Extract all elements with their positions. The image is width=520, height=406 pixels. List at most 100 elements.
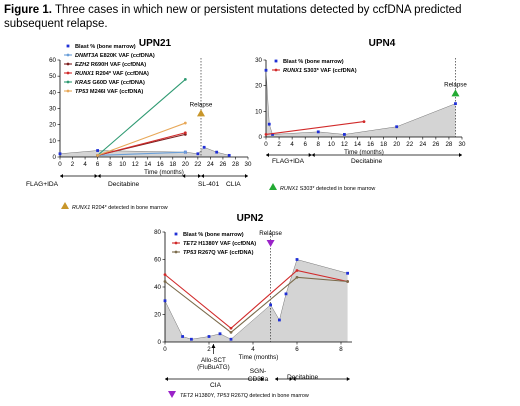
panel-upn2-series-point: [163, 280, 167, 283]
panel-upn4-legend-label: RUNX1 S303* VAF (ccfDNA): [283, 68, 357, 74]
panel-upn21-series-line: [97, 132, 186, 156]
panel-upn2-series-point: [295, 269, 299, 272]
panel-upn2-allo-sct-label: Allo-SCT: [201, 357, 226, 364]
panel-upn2-blast-point: [181, 335, 184, 338]
panel-upn21-legend-label: DNMT3A E820K VAF (ccfDNA): [75, 53, 155, 59]
panel-upn4-title: UPN4: [369, 38, 396, 49]
panel-upn4-y-tick-label: 20: [255, 83, 262, 90]
panel-upn2-series-line: [164, 276, 348, 334]
panel-upn2-blast-point: [163, 299, 167, 303]
panel-upn2-x-tick-label: 6: [295, 346, 299, 353]
panel-upn21-series-point: [183, 131, 187, 135]
panel-upn2-x-tick-label: 2: [207, 346, 211, 353]
panel-upn4-blast-point: [395, 125, 399, 129]
panel-upn21-x-tick-label: 0: [58, 161, 62, 168]
panel-upn21-legend-label: EZH2 R690H VAF (ccfDNA): [75, 62, 146, 68]
panel-upn4-x-tick-label: 12: [341, 141, 348, 148]
panel-upn2-treatment-label-2: CD33a: [248, 376, 269, 383]
panel-upn21-legend-marker: [66, 62, 70, 66]
panel-upn4-y-tick-label: 30: [255, 57, 262, 64]
panel-upn21-series-line: [97, 78, 186, 156]
panel-upn21-legend-label: RUNX1 R204* VAF (ccfDNA): [75, 71, 149, 77]
panel-upn21-series-point: [183, 121, 187, 125]
panel-upn2-treatment-arrow-right: [346, 377, 350, 381]
panel-upn2-relapse-label: Relapse: [259, 230, 282, 237]
panel-upn4-y-tick-label: 0: [259, 134, 263, 141]
figure-caption: Figure 1. Three cases in which new or pe…: [4, 3, 516, 31]
panel-upn2-blast-point: [346, 271, 349, 275]
panel-upn21-legend-marker: [66, 71, 70, 75]
panel-upn21-x-axis-label: Time (months): [144, 169, 184, 176]
panel-upn21-blast-point: [96, 149, 99, 152]
panel-upn21-x-tick-label: 10: [119, 161, 126, 168]
panel-upn21-x-tick-label: 24: [207, 161, 214, 168]
panel-upn2-blast-point: [269, 303, 272, 307]
panel-upn4-legend-label: Blast % (bone marrow): [283, 59, 344, 65]
panel-upn4-x-tick-label: 2: [277, 141, 281, 148]
panel-upn21-x-tick-label: 16: [157, 161, 164, 168]
panel-upn2-treatment-arrow-left: [275, 377, 278, 381]
panel-upn2-x-tick-label: 8: [339, 346, 343, 353]
panel-upn2-legend-label: TP53 R267Q VAF (ccfDNA): [183, 250, 254, 256]
panel-upn21-series-point: [183, 150, 187, 154]
panel-upn2-allo-sct-arrowhead: [211, 344, 216, 348]
panel-upn21-x-tick-label: 26: [219, 161, 226, 168]
panel-upn4-treatment-label: Decitabine: [351, 158, 382, 165]
panel-upn4-footnote: RUNX1 S303* detected in bone marrow: [280, 186, 375, 192]
panel-upn21-x-tick-label: 4: [83, 161, 87, 168]
panel-upn21-y-tick-label: 40: [49, 89, 56, 96]
panel-upn2-series-point: [163, 273, 167, 277]
panel-upn4-blast-point: [267, 122, 271, 126]
panel-upn2-legend-label: Blast % (bone marrow): [183, 232, 244, 238]
panel-upn2-treatment-arrow-left: [292, 377, 296, 381]
panel-upn21-legend-label: TP53 M246I VAF (ccfDNA): [75, 89, 143, 95]
panel-upn2-legend-marker: [174, 232, 178, 236]
panel-upn21-legend-label: Blast % (bone marrow): [75, 44, 136, 50]
panel-upn4-treatment-arrow-left: [266, 153, 269, 157]
panel-upn4-x-tick-label: 4: [290, 141, 294, 148]
panel-upn21-treatment-arrow-right: [94, 174, 98, 178]
panel-upn21-treatment-label: FLAG+IDA: [26, 181, 59, 188]
panel-upn4-treatment-arrow-left: [311, 153, 315, 157]
panel-upn21-treatment-arrow-right: [198, 174, 201, 178]
panel-upn4-blast-point: [316, 130, 320, 134]
panel-upn21-y-tick-label: 50: [49, 73, 56, 80]
panel-upn21-y-tick-label: 60: [49, 57, 56, 64]
panel-upn21-x-tick-label: 28: [232, 161, 239, 168]
panel-upn4-blast-point: [271, 133, 274, 136]
panel-upn21-treatment-arrow-left: [60, 174, 63, 178]
panel-upn4-x-tick-label: 22: [406, 141, 413, 148]
figure-label: Figure 1.: [4, 4, 52, 16]
panel-upn4-x-tick-label: 30: [459, 141, 466, 148]
panel-upn4-x-tick-label: 10: [328, 141, 335, 148]
panel-upn4-treatment-arrow-right: [308, 153, 312, 157]
panel-upn2-blast-point: [295, 258, 299, 261]
panel-upn4-legend-marker: [274, 59, 278, 63]
panel-upn4-x-tick-label: 26: [432, 141, 439, 148]
panel-upn2-treatment-arrow-left: [165, 377, 168, 381]
panel-upn21-relapse-marker: [197, 109, 205, 117]
panel-upn21-x-tick-label: 20: [182, 161, 189, 168]
panel-upn4-blast-point: [264, 68, 268, 72]
panel-upn4-x-tick-label: 20: [393, 141, 400, 148]
panel-upn4-series-point: [362, 120, 366, 123]
panel-upn2-legend-marker: [174, 241, 178, 245]
panel-upn21-y-tick-label: 0: [53, 154, 57, 161]
panel-upn4-blast-area: [266, 70, 456, 137]
panel-upn4-series-point: [264, 133, 268, 136]
panel-upn2-blast-point: [207, 335, 211, 338]
panel-upn4-footnote-marker: [269, 183, 277, 190]
panel-upn21-treatment-label: Decitabine: [108, 181, 139, 188]
panel-upn21-treatment-label: SL-401: [198, 181, 220, 188]
panel-upn21-x-tick-label: 6: [96, 161, 100, 168]
panel-upn21-legend-marker: [66, 89, 70, 93]
panel-upn21-treatment-arrow-left: [182, 174, 186, 178]
figure-caption-text: Three cases in which new or persistent m…: [4, 4, 462, 30]
panel-upn4-treatment-arrow-right: [459, 153, 462, 157]
panel-upn21-footnote-marker: [61, 202, 69, 209]
panel-upn21-footnote: RUNX1 R204* detected in bone marrow: [72, 205, 168, 211]
panel-upn21-legend-label: KRAS G60D VAF (ccfDNA): [75, 80, 145, 86]
panel-upn2-y-tick-label: 0: [158, 339, 162, 346]
panel-upn21-y-tick-label: 10: [49, 138, 56, 145]
